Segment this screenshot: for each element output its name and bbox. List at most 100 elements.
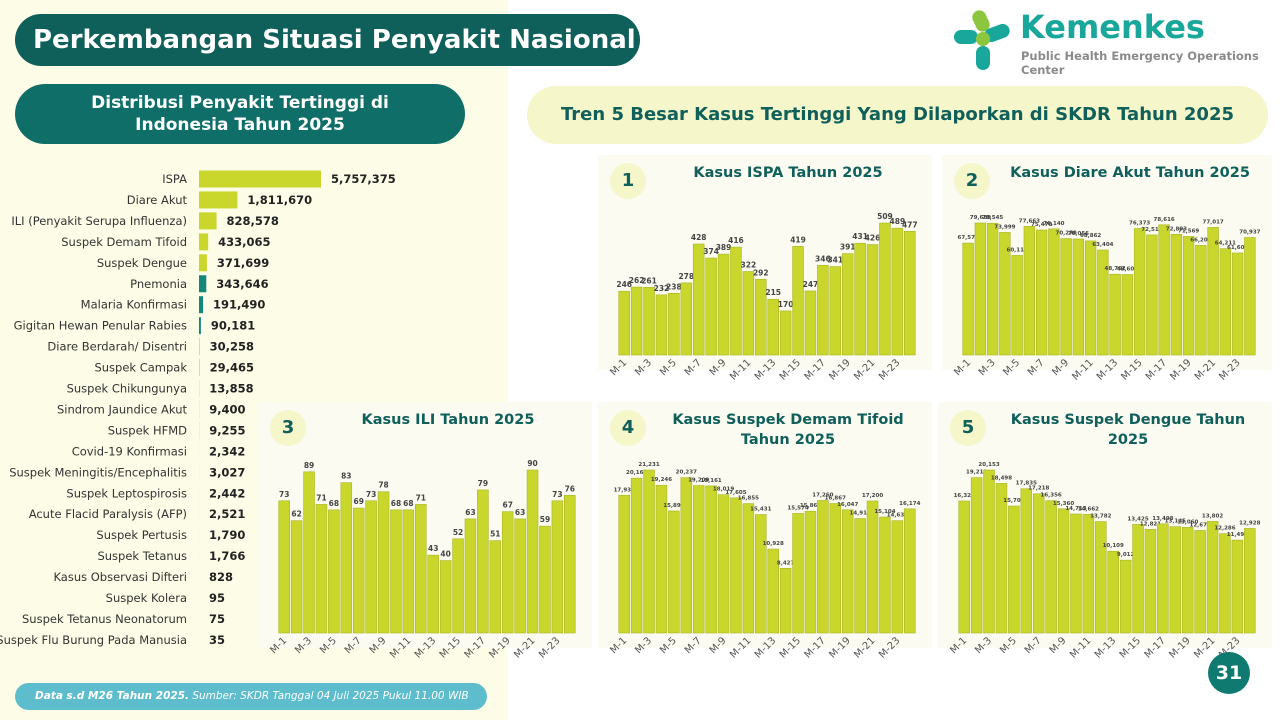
value-label: 14,914 bbox=[850, 510, 871, 516]
x-tick-label: M-9 bbox=[708, 357, 729, 378]
value-label: 51 bbox=[490, 530, 500, 539]
value-label: 72,893 bbox=[1166, 226, 1187, 232]
bar bbox=[452, 538, 464, 634]
bar bbox=[1084, 240, 1097, 356]
value-label: 12,286 bbox=[1214, 526, 1235, 532]
bar bbox=[1121, 274, 1134, 356]
value-label: 64,211 bbox=[1215, 241, 1236, 247]
bar bbox=[1195, 245, 1207, 356]
value-label: 29,465 bbox=[210, 361, 254, 375]
bar bbox=[1072, 238, 1085, 356]
bar bbox=[668, 510, 680, 634]
bar bbox=[377, 491, 390, 634]
bar bbox=[668, 292, 680, 356]
bar bbox=[841, 509, 854, 634]
value-label: 13,802 bbox=[1202, 513, 1223, 519]
bar bbox=[879, 222, 891, 356]
bar bbox=[1132, 524, 1144, 634]
x-tick-label: M-11 bbox=[728, 635, 753, 660]
bar bbox=[1146, 234, 1158, 356]
bar bbox=[199, 275, 207, 293]
bar bbox=[1181, 527, 1194, 634]
x-tick-label: M-1 bbox=[948, 635, 969, 656]
bar bbox=[199, 212, 217, 230]
value-label: 72,511 bbox=[1141, 227, 1162, 233]
chart-title: Kasus ILI Tahun 2025 bbox=[361, 412, 535, 428]
bar bbox=[365, 500, 377, 634]
value-label: 419 bbox=[790, 235, 806, 244]
bar bbox=[680, 282, 693, 356]
value-label: 343,646 bbox=[216, 277, 268, 291]
value-label: 71 bbox=[416, 493, 426, 502]
chart-panel: 2 Kasus Diare Akut Tahun 2025 67,570 M-1 79,… bbox=[942, 155, 1272, 383]
value-label: 13,060 bbox=[1177, 519, 1198, 525]
bar bbox=[1082, 514, 1095, 634]
category-label: Suspek Flu Burung Pada Manusia bbox=[0, 633, 187, 647]
category-label: Suspek Chikungunya bbox=[67, 382, 187, 396]
x-tick-label: M-23 bbox=[877, 357, 902, 382]
value-label: 17,835 bbox=[1016, 481, 1037, 487]
value-label: 14,713 bbox=[1065, 506, 1086, 512]
hbar-chart: ISPA 5,757,375 Diare Akut 1,811,670 ILI (Pen… bbox=[0, 170, 396, 649]
bar bbox=[958, 500, 970, 634]
bar bbox=[995, 483, 1008, 634]
value-label: 416 bbox=[728, 236, 744, 245]
value-label: 61,605 bbox=[1227, 245, 1248, 251]
bar bbox=[643, 469, 655, 634]
bar bbox=[439, 560, 452, 634]
value-label: 68 bbox=[403, 499, 413, 508]
chart-panel: 5 Kasus Suspek Dengue Tahun 2025 16,320 M-1… bbox=[938, 402, 1272, 661]
value-label: 60,111 bbox=[1007, 247, 1028, 253]
value-label: 292 bbox=[753, 268, 769, 277]
bar bbox=[618, 290, 630, 356]
value-label: 70,056 bbox=[1068, 231, 1089, 237]
value-label: 477 bbox=[902, 220, 918, 229]
bar bbox=[891, 520, 904, 634]
value-label: 9,255 bbox=[209, 423, 245, 437]
category-label: ISPA bbox=[162, 172, 187, 186]
x-tick-label: M-19 bbox=[827, 357, 852, 382]
bar bbox=[1206, 521, 1219, 634]
bar bbox=[817, 500, 829, 634]
value-label: 19,209 bbox=[688, 478, 709, 484]
value-label: 15,431 bbox=[750, 507, 771, 513]
value-label: 68 bbox=[391, 499, 401, 508]
bar bbox=[1169, 526, 1182, 634]
value-label: 13,145 bbox=[1165, 519, 1186, 525]
value-label: 15,574 bbox=[787, 505, 808, 511]
value-label: 828 bbox=[209, 570, 233, 584]
x-tick-label: M-7 bbox=[1023, 635, 1044, 656]
bar bbox=[1097, 249, 1109, 356]
value-label: 13,782 bbox=[1090, 514, 1111, 520]
footer-source: Sumber: SKDR Tanggal 04 Juli 2025 Pukul … bbox=[192, 690, 469, 702]
value-label: 63 bbox=[465, 508, 475, 517]
bar bbox=[866, 244, 879, 356]
bar bbox=[767, 548, 779, 634]
bar bbox=[340, 482, 353, 634]
bar bbox=[402, 509, 415, 634]
value-label: 16,320 bbox=[954, 493, 975, 499]
chart-title: Kasus ISPA Tahun 2025 bbox=[693, 165, 883, 181]
value-label: 232 bbox=[654, 284, 670, 293]
value-label: 16,174 bbox=[899, 501, 920, 507]
value-label: 75,470 bbox=[1031, 222, 1052, 228]
bar bbox=[1008, 505, 1020, 634]
x-tick-label: M-5 bbox=[658, 635, 679, 656]
value-label: 76 bbox=[565, 484, 575, 493]
value-label: 17,605 bbox=[725, 490, 746, 496]
chart-badge: 5 bbox=[950, 410, 986, 446]
x-tick-label: M-13 bbox=[1095, 357, 1120, 382]
bar bbox=[199, 317, 201, 335]
value-label: 238 bbox=[666, 282, 682, 291]
value-label: 374 bbox=[703, 247, 719, 256]
x-tick-label: M-3 bbox=[633, 357, 654, 378]
value-label: 71 bbox=[316, 493, 326, 502]
category-label: Suspek HFMD bbox=[108, 423, 187, 437]
value-label: 389 bbox=[716, 243, 732, 252]
bar bbox=[1144, 529, 1157, 634]
bar bbox=[1070, 513, 1082, 634]
value-label: 16,047 bbox=[837, 502, 858, 508]
value-label: 35 bbox=[209, 633, 225, 647]
